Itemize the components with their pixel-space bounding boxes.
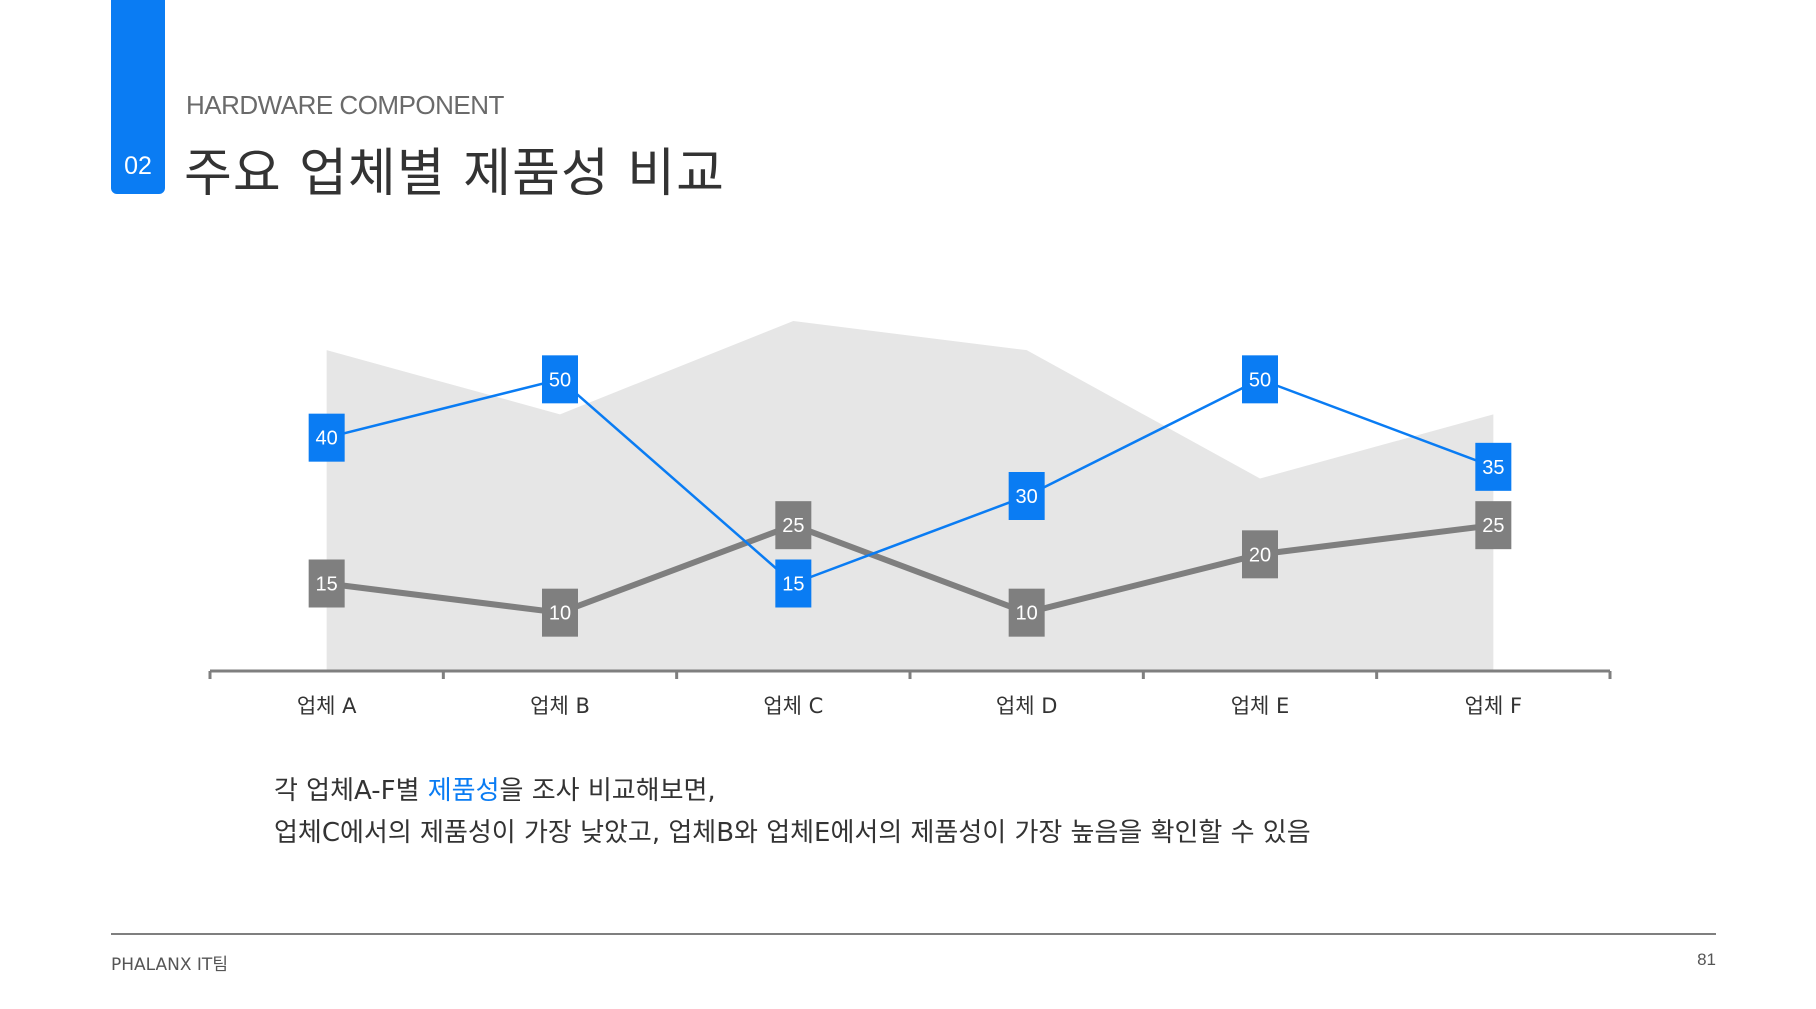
data-label: 25 <box>1482 515 1504 537</box>
chart-caption: 각 업체A-F별 제품성을 조사 비교해보면, 업체C에서의 제품성이 가장 낮… <box>274 770 1311 854</box>
caption-line-1-end: 을 조사 비교해보면, <box>499 776 716 806</box>
data-label: 10 <box>1016 603 1038 625</box>
caption-line-2: 업체C에서의 제품성이 가장 낮았고, 업체B와 업체E에서의 제품성이 가장 … <box>274 818 1311 848</box>
data-point-marker <box>1242 530 1278 579</box>
data-label: 25 <box>782 515 804 537</box>
data-label: 15 <box>782 574 804 596</box>
x-tick-label: 업체 E <box>1231 694 1290 718</box>
section-number: 02 <box>124 152 152 180</box>
page-title: 주요 업체별 제품성 비교 <box>184 144 725 204</box>
x-tick-label: 업체 A <box>297 694 357 718</box>
data-point-marker <box>308 413 345 462</box>
section-accent-bar <box>111 0 165 194</box>
data-point-marker <box>775 501 812 550</box>
data-point-marker <box>775 559 812 608</box>
data-label: 30 <box>1016 486 1038 508</box>
data-point-marker <box>1008 588 1045 637</box>
data-label: 40 <box>316 428 338 450</box>
data-point-marker <box>308 559 345 608</box>
caption-line-1: 각 업체A-F별 제품성을 조사 비교해보면, <box>274 770 1311 812</box>
footer-team-label: PHALANX IT팀 <box>111 955 228 975</box>
x-tick-label: 업체 F <box>1465 694 1522 718</box>
caption-highlight: 제품성 <box>427 776 500 806</box>
data-label: 50 <box>1249 369 1271 391</box>
data-point-marker <box>1008 472 1045 520</box>
x-tick-label: 업체 D <box>996 694 1058 718</box>
data-point-marker <box>542 588 578 637</box>
data-label: 50 <box>549 369 571 391</box>
data-label: 35 <box>1482 457 1504 479</box>
x-tick-label: 업체 B <box>530 694 590 718</box>
data-point-marker <box>1475 501 1512 550</box>
page-number: 81 <box>1697 950 1716 969</box>
section-subtitle: HARDWARE COMPONENT <box>186 90 504 120</box>
series-line-1 <box>326 378 1494 585</box>
x-tick-label: 업체 C <box>763 694 823 718</box>
data-point-marker <box>1242 355 1278 404</box>
data-label: 15 <box>316 574 338 596</box>
series-line-2 <box>326 522 1494 616</box>
footer-divider <box>111 933 1716 935</box>
line-chart: 업체 A 업체 B 업체 C 업체 D 업체 E 업체 F 15 10 25 10 20 25 40 50… <box>208 321 1612 718</box>
data-point-marker <box>1475 442 1512 491</box>
data-label: 10 <box>549 603 571 625</box>
data-label: 20 <box>1249 544 1271 566</box>
data-point-marker <box>542 355 578 404</box>
caption-line-1-start: 각 업체A-F별 <box>274 776 428 806</box>
background-area <box>326 321 1494 671</box>
